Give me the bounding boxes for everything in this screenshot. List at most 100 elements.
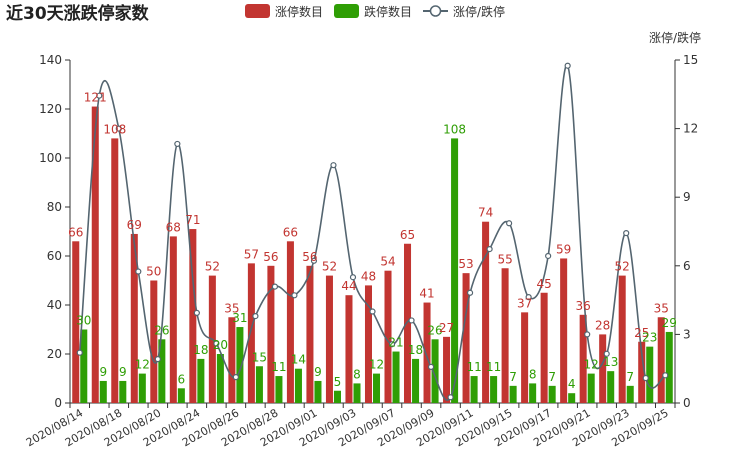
bar-limit-up [247,263,255,403]
y-left-tick-label: 120 [39,102,62,116]
ratio-point [642,374,649,382]
data-label-limit-down: 4 [568,377,576,391]
ratio-point [135,268,142,275]
bar-limit-up [540,292,548,403]
data-label-limit-down: 12 [135,358,150,372]
data-label-limit-up: 54 [380,255,395,269]
data-label-limit-up: 35 [224,301,239,315]
bar-limit-down [236,327,244,403]
bar-limit-up [72,241,80,403]
y-right-tick-label: 0 [683,396,691,410]
bar-limit-up [286,241,294,403]
legend-item-2[interactable]: 涨停/跌停 [423,4,505,19]
data-label-limit-down: 26 [154,323,169,337]
bar-limit-up [599,334,607,403]
data-label-limit-up: 37 [517,296,532,310]
data-label-limit-down: 6 [178,372,186,386]
bar-limit-up [267,265,275,403]
data-label-limit-up: 48 [361,269,376,283]
data-label-limit-up: 66 [68,225,83,239]
legend[interactable]: 涨停数目 跌停数目 涨停/跌停 [245,4,505,19]
bar-limit-down [470,376,478,403]
data-label-limit-down: 18 [408,343,423,357]
bar-limit-up [657,317,665,403]
ratio-point [447,394,454,401]
bar-limit-up [111,138,119,403]
bar-limit-down [119,380,127,403]
legend-label-1: 跌停数目 [364,4,412,19]
bar-limit-up [306,265,314,403]
bar-limit-up [130,233,138,403]
data-label-limit-down: 7 [509,370,517,384]
chart-title: 近30天涨跌停家数 [6,3,150,24]
ratio-point [427,363,435,370]
data-label-limit-down: 13 [603,355,618,369]
bar-limit-up [228,317,236,403]
ratio-point [369,308,376,315]
data-label-limit-up: 68 [166,220,181,234]
bar-limit-up [169,236,177,403]
bar-limit-up [443,336,451,403]
bar-limit-up [521,312,529,403]
data-label-limit-up: 53 [458,257,473,271]
y-left-tick-label: 100 [39,151,62,165]
data-labels: 6630121910896912502668671185220353157155… [68,91,677,392]
bar-limit-down [294,368,302,403]
bars [72,106,673,404]
bar-limit-down [177,388,185,403]
y-right-tick-label: 12 [683,122,698,136]
bar-limit-down [216,354,224,403]
data-label-limit-down: 18 [193,343,208,357]
bar-limit-up [560,258,568,403]
bar-limit-down [275,376,283,403]
data-label-limit-up: 108 [103,122,126,136]
data-label-limit-down: 31 [232,311,247,325]
ratio-point [213,340,220,347]
data-label-limit-down: 12 [584,358,599,372]
bar-limit-down [255,366,263,403]
legend-item-0[interactable]: 涨停数目 [245,4,323,19]
ratio-point [193,309,200,317]
y-left-tick-label: 80 [47,200,62,214]
ratio-point [174,140,181,148]
data-label-limit-up: 57 [244,247,259,261]
data-label-limit-up: 56 [302,250,317,264]
data-label-limit-up: 28 [595,318,610,332]
bar-limit-down [587,373,595,403]
ratio-point [545,252,552,260]
bar-limit-down [607,371,615,403]
bar-limit-down [431,339,439,403]
data-label-limit-up: 65 [400,228,415,242]
y-left-tick-label: 40 [47,298,62,312]
data-label-limit-down: 8 [529,367,537,381]
bar-limit-up [150,280,158,403]
y-right-tick-label: 3 [683,327,691,341]
y-right-tick-label: 15 [683,53,698,67]
ratio-point [252,313,259,320]
data-label-limit-up: 35 [654,301,669,315]
ratio-point [115,125,122,132]
bar-limit-down [353,383,361,403]
ratio-point [408,317,415,324]
data-label-limit-down: 23 [642,331,657,345]
bar-limit-down [99,380,107,403]
legend-item-1[interactable]: 跌停数目 [334,4,412,19]
ratio-point [623,230,630,237]
data-label-limit-up: 55 [497,252,512,266]
bar-limit-up [91,106,99,404]
data-label-limit-down: 8 [353,367,361,381]
data-label-limit-up: 121 [84,91,107,105]
bar-limit-down [197,358,205,403]
data-label-limit-down: 9 [314,365,322,379]
data-label-limit-down: 21 [388,336,403,350]
bar-limit-down [333,390,341,403]
data-label-limit-down: 14 [291,353,306,367]
ratio-point [486,246,493,253]
data-label-limit-down: 9 [119,365,127,379]
ratio-point [564,62,571,69]
bar-limit-down [490,376,498,403]
data-label-limit-up: 50 [146,265,161,279]
legend-swatch-0 [245,4,270,18]
bar-limit-down [80,329,88,403]
